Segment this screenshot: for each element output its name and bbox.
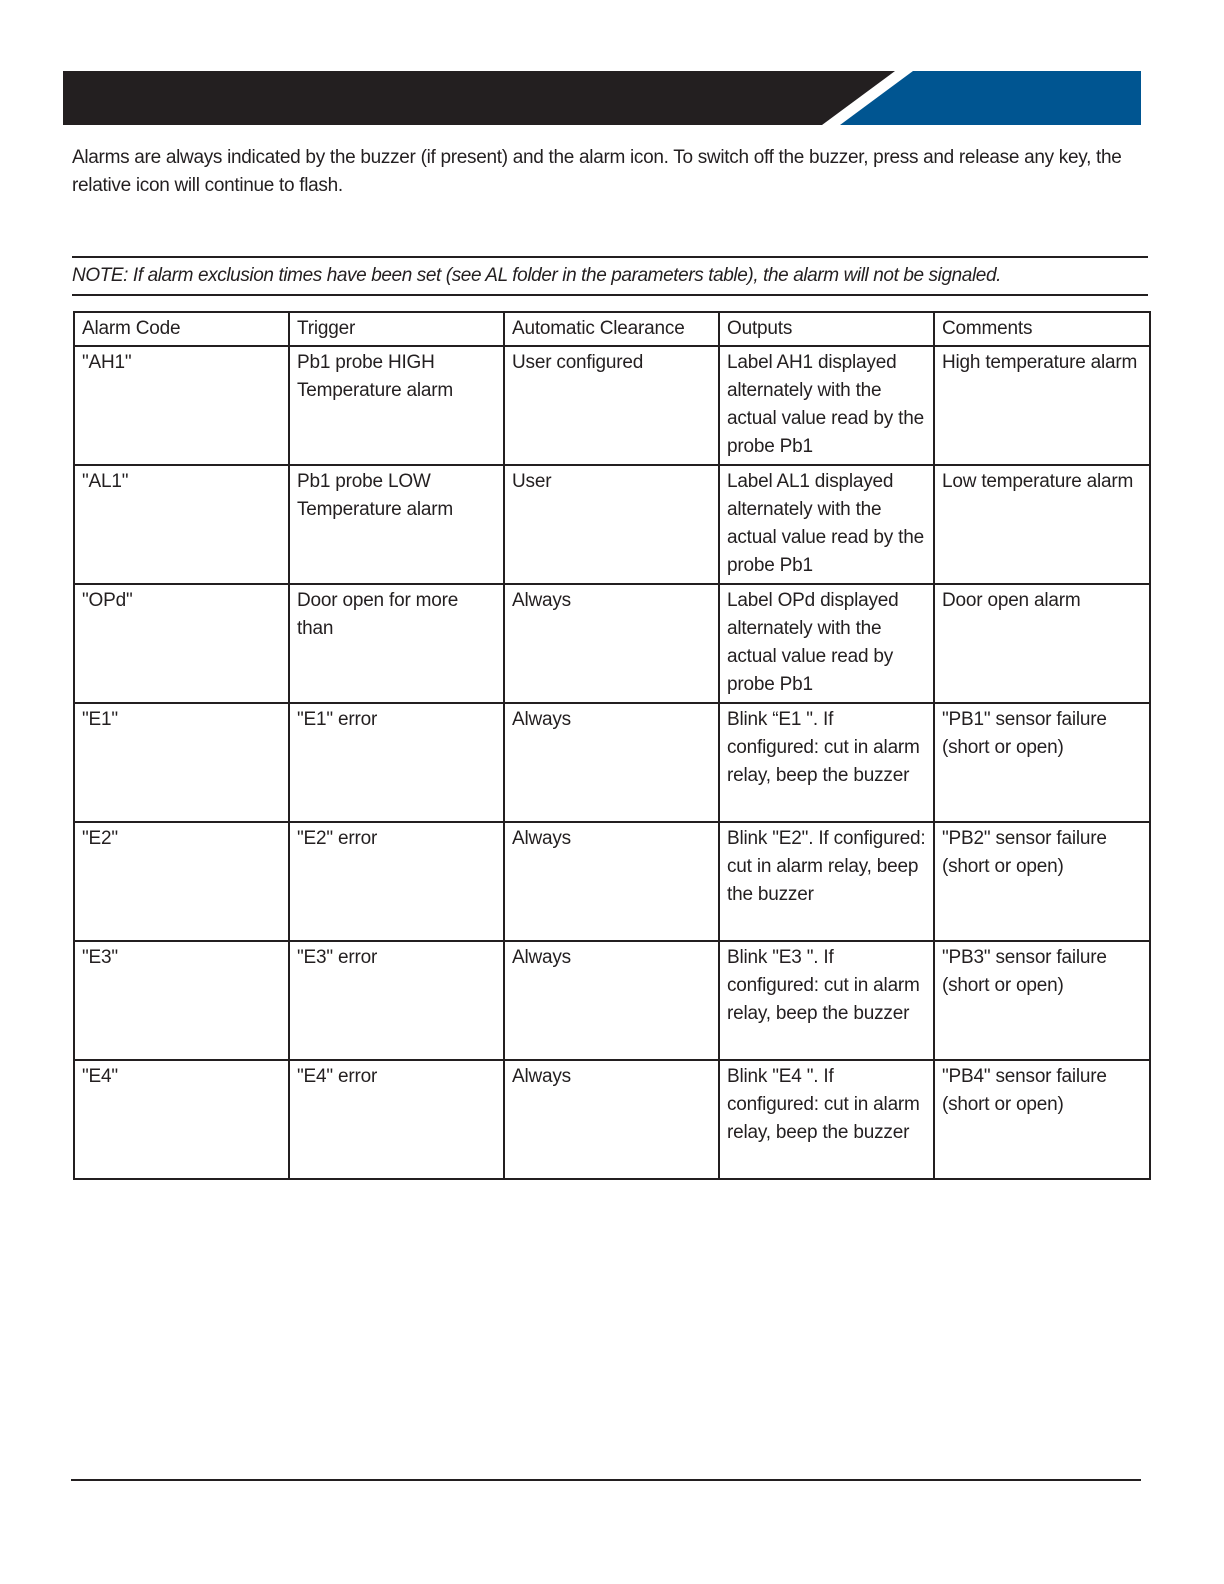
cell-comments: "PB4" sensor failure (short or open) bbox=[933, 1059, 1151, 1180]
cell-outputs: Label AH1 displayed alternately with the… bbox=[718, 345, 935, 466]
cell-comments: "PB2" sensor failure (short or open) bbox=[933, 821, 1151, 942]
cell-comments: "PB1" sensor failure (short or open) bbox=[933, 702, 1151, 823]
cell-alarm-code: "E1" bbox=[73, 702, 290, 823]
cell-outputs: Blink "E3 ". If configured: cut in alarm… bbox=[718, 940, 935, 1061]
note-box: NOTE: If alarm exclusion times have been… bbox=[72, 256, 1148, 296]
cell-alarm-code: "E3" bbox=[73, 940, 290, 1061]
cell-trigger: "E4" error bbox=[288, 1059, 505, 1180]
alarm-table: Alarm Code Trigger Automatic Clearance O… bbox=[73, 311, 1151, 1180]
cell-comments: Low temperature alarm bbox=[933, 464, 1151, 585]
cell-automatic-clearance: Always bbox=[503, 821, 720, 942]
cell-trigger: "E1" error bbox=[288, 702, 505, 823]
cell-alarm-code: "E2" bbox=[73, 821, 290, 942]
column-header-alarm-code: Alarm Code bbox=[73, 311, 290, 347]
cell-trigger: Pb1 probe HIGH Temperature alarm bbox=[288, 345, 505, 466]
cell-trigger: Pb1 probe LOW Temperature alarm bbox=[288, 464, 505, 585]
table-row: "AL1" Pb1 probe LOW Temperature alarm User… bbox=[73, 464, 1151, 585]
cell-automatic-clearance: Always bbox=[503, 583, 720, 704]
cell-alarm-code: "E4" bbox=[73, 1059, 290, 1180]
table-row: "AH1" Pb1 probe HIGH Temperature alarm Use… bbox=[73, 345, 1151, 466]
cell-automatic-clearance: Always bbox=[503, 1059, 720, 1180]
cell-automatic-clearance: User bbox=[503, 464, 720, 585]
column-header-trigger: Trigger bbox=[288, 311, 505, 347]
cell-comments: Door open alarm bbox=[933, 583, 1151, 704]
column-header-comments: Comments bbox=[933, 311, 1151, 347]
intro-paragraph: Alarms are always indicated by the buzze… bbox=[72, 147, 1122, 196]
cell-outputs: Label OPd displayed alternately with the… bbox=[718, 583, 935, 704]
cell-outputs: Label AL1 displayed alternately with the… bbox=[718, 464, 935, 585]
header-band-dark bbox=[63, 71, 895, 125]
header-band-accent bbox=[840, 71, 1141, 125]
table-row: "E2" "E2" error Always Blink "E2". If confi… bbox=[73, 821, 1151, 942]
cell-outputs: Blink "E4 ". If configured: cut in alarm… bbox=[718, 1059, 935, 1180]
table-row: "E1" "E1" error Always Blink “E1 ". If conf… bbox=[73, 702, 1151, 823]
cell-alarm-code: "OPd" bbox=[73, 583, 290, 704]
cell-outputs: Blink “E1 ". If configured: cut in alarm… bbox=[718, 702, 935, 823]
cell-outputs: Blink "E2". If configured: cut in alarm … bbox=[718, 821, 935, 942]
column-header-outputs: Outputs bbox=[718, 311, 935, 347]
cell-alarm-code: "AL1" bbox=[73, 464, 290, 585]
cell-automatic-clearance: Always bbox=[503, 702, 720, 823]
cell-trigger: "E3" error bbox=[288, 940, 505, 1061]
column-header-automatic-clearance: Automatic Clearance bbox=[503, 311, 720, 347]
cell-automatic-clearance: User configured bbox=[503, 345, 720, 466]
cell-comments: High temperature alarm bbox=[933, 345, 1151, 466]
note-text: NOTE: If alarm exclusion times have been… bbox=[72, 265, 1002, 286]
footer-divider bbox=[71, 1479, 1141, 1481]
cell-alarm-code: "AH1" bbox=[73, 345, 290, 466]
cell-comments: "PB3" sensor failure (short or open) bbox=[933, 940, 1151, 1061]
table-row: "E3" "E3" error Always Blink "E3 ". If conf… bbox=[73, 940, 1151, 1061]
table-row: "OPd" Door open for more than Always Label … bbox=[73, 583, 1151, 704]
header-band bbox=[63, 71, 1141, 125]
table-header-row: Alarm Code Trigger Automatic Clearance O… bbox=[73, 311, 1151, 347]
cell-automatic-clearance: Always bbox=[503, 940, 720, 1061]
cell-trigger: "E2" error bbox=[288, 821, 505, 942]
cell-trigger: Door open for more than bbox=[288, 583, 505, 704]
table-row: "E4" "E4" error Always Blink "E4 ". If conf… bbox=[73, 1059, 1151, 1180]
